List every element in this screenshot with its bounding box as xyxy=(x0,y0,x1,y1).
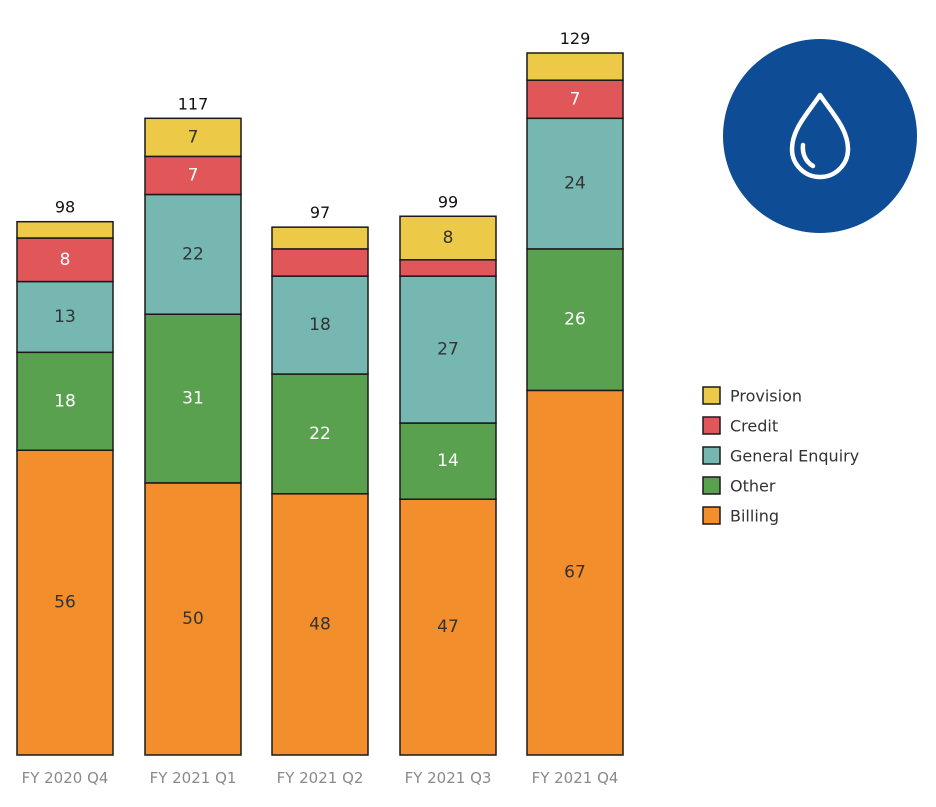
data-label: 26 xyxy=(564,310,586,330)
water-badge xyxy=(723,39,917,233)
data-label: 27 xyxy=(437,340,459,360)
bar-segment xyxy=(399,275,497,424)
bar-segment xyxy=(16,449,114,756)
bar-segment xyxy=(16,220,114,239)
bar-segment xyxy=(16,237,114,283)
category-tick-label: FY 2021 Q2 xyxy=(277,769,364,787)
legend-swatch xyxy=(702,416,721,435)
data-label: 14 xyxy=(437,451,459,471)
bar-segment xyxy=(271,275,369,375)
category-tick-label: FY 2021 Q4 xyxy=(532,769,619,787)
bar-segment xyxy=(271,493,369,756)
data-label: 18 xyxy=(54,391,76,411)
bar-segment xyxy=(526,79,624,120)
water-drop-icon xyxy=(789,92,851,180)
category-tick-label: FY 2021 Q1 xyxy=(150,769,237,787)
bar-segment xyxy=(271,373,369,495)
bar-segment xyxy=(271,248,369,277)
bar-segment xyxy=(399,215,497,261)
data-label: 7 xyxy=(188,165,199,185)
bar-segment xyxy=(526,117,624,250)
total-label: 98 xyxy=(55,198,75,217)
data-label: 24 xyxy=(564,174,586,194)
data-label: 48 xyxy=(309,614,331,634)
data-label: 31 xyxy=(182,389,204,409)
legend-swatch xyxy=(702,506,721,525)
data-label: 22 xyxy=(182,244,204,264)
data-label: 7 xyxy=(188,127,199,147)
bar-segment xyxy=(526,52,624,81)
bars-group: 56 18 13 8 98 50 31 22 7 7 117 48 22 18 97 47 14 27 8 99 67 2… xyxy=(16,29,624,756)
category-tick-label: FY 2021 Q3 xyxy=(405,769,492,787)
data-label: 7 xyxy=(570,89,581,109)
legend: Provision Credit General Enquiry Other Billi… xyxy=(702,386,859,526)
total-label: 129 xyxy=(560,29,591,48)
data-label: 47 xyxy=(437,617,459,637)
total-label: 97 xyxy=(310,203,330,222)
bar-segment xyxy=(16,351,114,452)
bar-segment xyxy=(144,482,242,756)
legend-swatch xyxy=(702,386,721,405)
bar-segment xyxy=(144,117,242,158)
total-label: 117 xyxy=(178,94,209,113)
data-label: 56 xyxy=(54,593,76,613)
legend-label: Other xyxy=(730,477,776,496)
data-label: 67 xyxy=(564,563,586,583)
data-label: 13 xyxy=(54,307,76,327)
water-drop-highlight xyxy=(800,142,816,169)
total-label: 99 xyxy=(438,192,458,211)
legend-label: General Enquiry xyxy=(730,447,859,466)
bar-segment xyxy=(144,155,242,196)
category-tick-label: FY 2020 Q4 xyxy=(22,769,109,787)
data-label: 8 xyxy=(60,250,71,270)
data-label: 8 xyxy=(443,228,454,248)
data-label: 18 xyxy=(309,315,331,335)
category-axis: FY 2020 Q4 FY 2021 Q1 FY 2021 Q2 FY 2021 Q3… xyxy=(22,769,619,787)
legend-label: Provision xyxy=(730,387,802,406)
legend-swatch xyxy=(702,476,721,495)
data-label: 50 xyxy=(182,609,204,629)
bar-segment xyxy=(526,248,624,392)
bar-segment xyxy=(399,498,497,756)
bar-segment xyxy=(399,259,497,277)
bar-segment xyxy=(144,313,242,484)
bar-segment xyxy=(271,226,369,250)
data-label: 22 xyxy=(309,424,331,444)
legend-label: Billing xyxy=(730,507,779,526)
legend-label: Credit xyxy=(730,417,778,436)
badge-circle xyxy=(723,39,917,233)
legend-swatch xyxy=(702,446,721,465)
bar-segment xyxy=(526,389,624,756)
bar-segment xyxy=(144,193,242,315)
